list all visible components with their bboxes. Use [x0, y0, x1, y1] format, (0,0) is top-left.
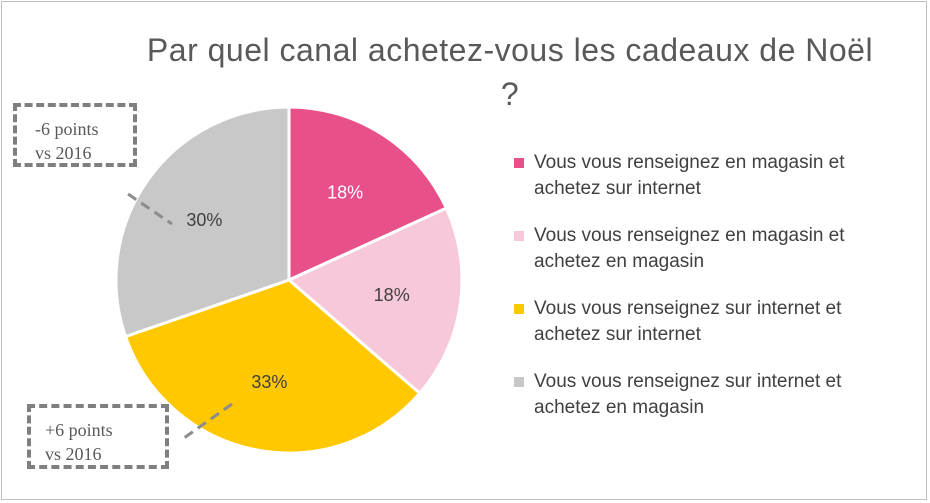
callout-top-line1: -6 points — [35, 119, 99, 139]
callout-bottom-line1: +6 points — [45, 420, 113, 440]
legend-swatch — [514, 377, 524, 387]
pie-slice — [287, 105, 448, 282]
callout-bottom-line2: vs 2016 — [45, 444, 102, 464]
slice-value-label: 18% — [374, 285, 410, 305]
legend-label: Vous vous renseignez en magasin et achet… — [534, 152, 845, 199]
chart-title: Par quel canal achetez-vous les cadeaux … — [146, 32, 874, 112]
slice-value-label: 33% — [251, 372, 287, 392]
callout-top: -6 points vs 2016 — [13, 103, 137, 167]
callout-connector-bottom — [183, 402, 233, 440]
pie-slices — [114, 105, 464, 455]
legend-item: Vous vous renseignez sur internet et ach… — [514, 369, 914, 442]
legend-label: Vous vous renseignez sur internet et ach… — [534, 298, 842, 345]
legend-swatch — [514, 304, 524, 314]
slice-value-label: 18% — [327, 183, 363, 203]
callout-top-line2: vs 2016 — [35, 143, 92, 163]
legend-label: Vous vous renseignez sur internet et ach… — [534, 371, 842, 418]
legend-swatch — [514, 158, 524, 168]
callout-bottom: +6 points vs 2016 — [27, 404, 169, 469]
legend-label: Vous vous renseignez en magasin et achet… — [534, 225, 845, 272]
legend-item: Vous vous renseignez sur internet et ach… — [514, 296, 914, 369]
legend-item: Vous vous renseignez en magasin et achet… — [514, 150, 914, 223]
legend-item: Vous vous renseignez en magasin et achet… — [514, 223, 914, 296]
slice-value-label: 30% — [186, 210, 222, 230]
callout-connector-top — [127, 192, 173, 226]
legend-swatch — [514, 231, 524, 241]
pie-slice — [114, 105, 291, 339]
slice-labels: 18% 18% 33% 30% — [186, 183, 409, 392]
pie-slice — [287, 206, 464, 395]
pie-slice — [124, 278, 422, 455]
legend: Vous vous renseignez en magasin et achet… — [514, 150, 914, 442]
